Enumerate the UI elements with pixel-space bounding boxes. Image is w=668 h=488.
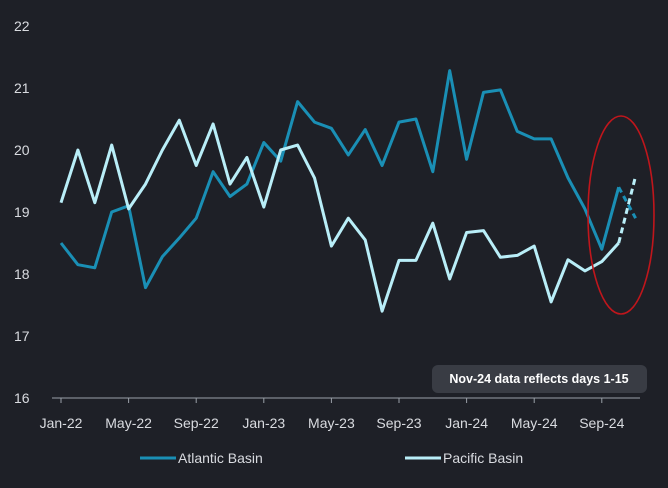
legend-label-atlantic-basin: Atlantic Basin bbox=[178, 450, 263, 466]
series-partial-segment-atlantic-basin bbox=[617, 186, 637, 219]
annotation-box: Nov-24 data reflects days 1-15 bbox=[432, 365, 647, 393]
y-axis-ticks: 16 17 18 19 20 21 22 bbox=[14, 18, 30, 406]
legend-label-pacific-basin: Pacific Basin bbox=[443, 450, 523, 466]
legend-item-pacific-basin: Pacific Basin bbox=[405, 450, 523, 466]
series-layer bbox=[59, 69, 638, 313]
x-tick-label: Jan-24 bbox=[445, 415, 488, 431]
y-tick-label: 17 bbox=[14, 328, 30, 344]
x-tick-label: Sep-22 bbox=[174, 415, 219, 431]
series-line-pacific-basin bbox=[59, 118, 620, 313]
annotation-text: Nov-24 data reflects days 1-15 bbox=[449, 372, 628, 386]
y-tick-label: 19 bbox=[14, 204, 30, 220]
x-axis-ticks: Jan-22 May-22 Sep-22 Jan-23 May-23 Sep-23 Jan-… bbox=[40, 398, 625, 431]
y-tick-label: 22 bbox=[14, 18, 30, 34]
y-tick-label: 21 bbox=[14, 80, 30, 96]
x-tick-label: May-22 bbox=[105, 415, 152, 431]
series-partial-segment-pacific-basin bbox=[617, 175, 638, 244]
series-line-atlantic-basin bbox=[59, 69, 621, 290]
y-tick-label: 16 bbox=[14, 390, 30, 406]
x-tick-label: Sep-24 bbox=[579, 415, 624, 431]
highlight-ellipse bbox=[587, 115, 655, 315]
y-tick-label: 20 bbox=[14, 142, 30, 158]
x-tick-label: Jan-22 bbox=[40, 415, 83, 431]
y-tick-label: 18 bbox=[14, 266, 30, 282]
legend: Atlantic Basin Pacific Basin bbox=[140, 450, 523, 466]
x-tick-label: Sep-23 bbox=[376, 415, 421, 431]
x-tick-label: May-23 bbox=[308, 415, 355, 431]
x-tick-label: May-24 bbox=[511, 415, 558, 431]
legend-item-atlantic-basin: Atlantic Basin bbox=[140, 450, 263, 466]
x-tick-label: Jan-23 bbox=[242, 415, 285, 431]
